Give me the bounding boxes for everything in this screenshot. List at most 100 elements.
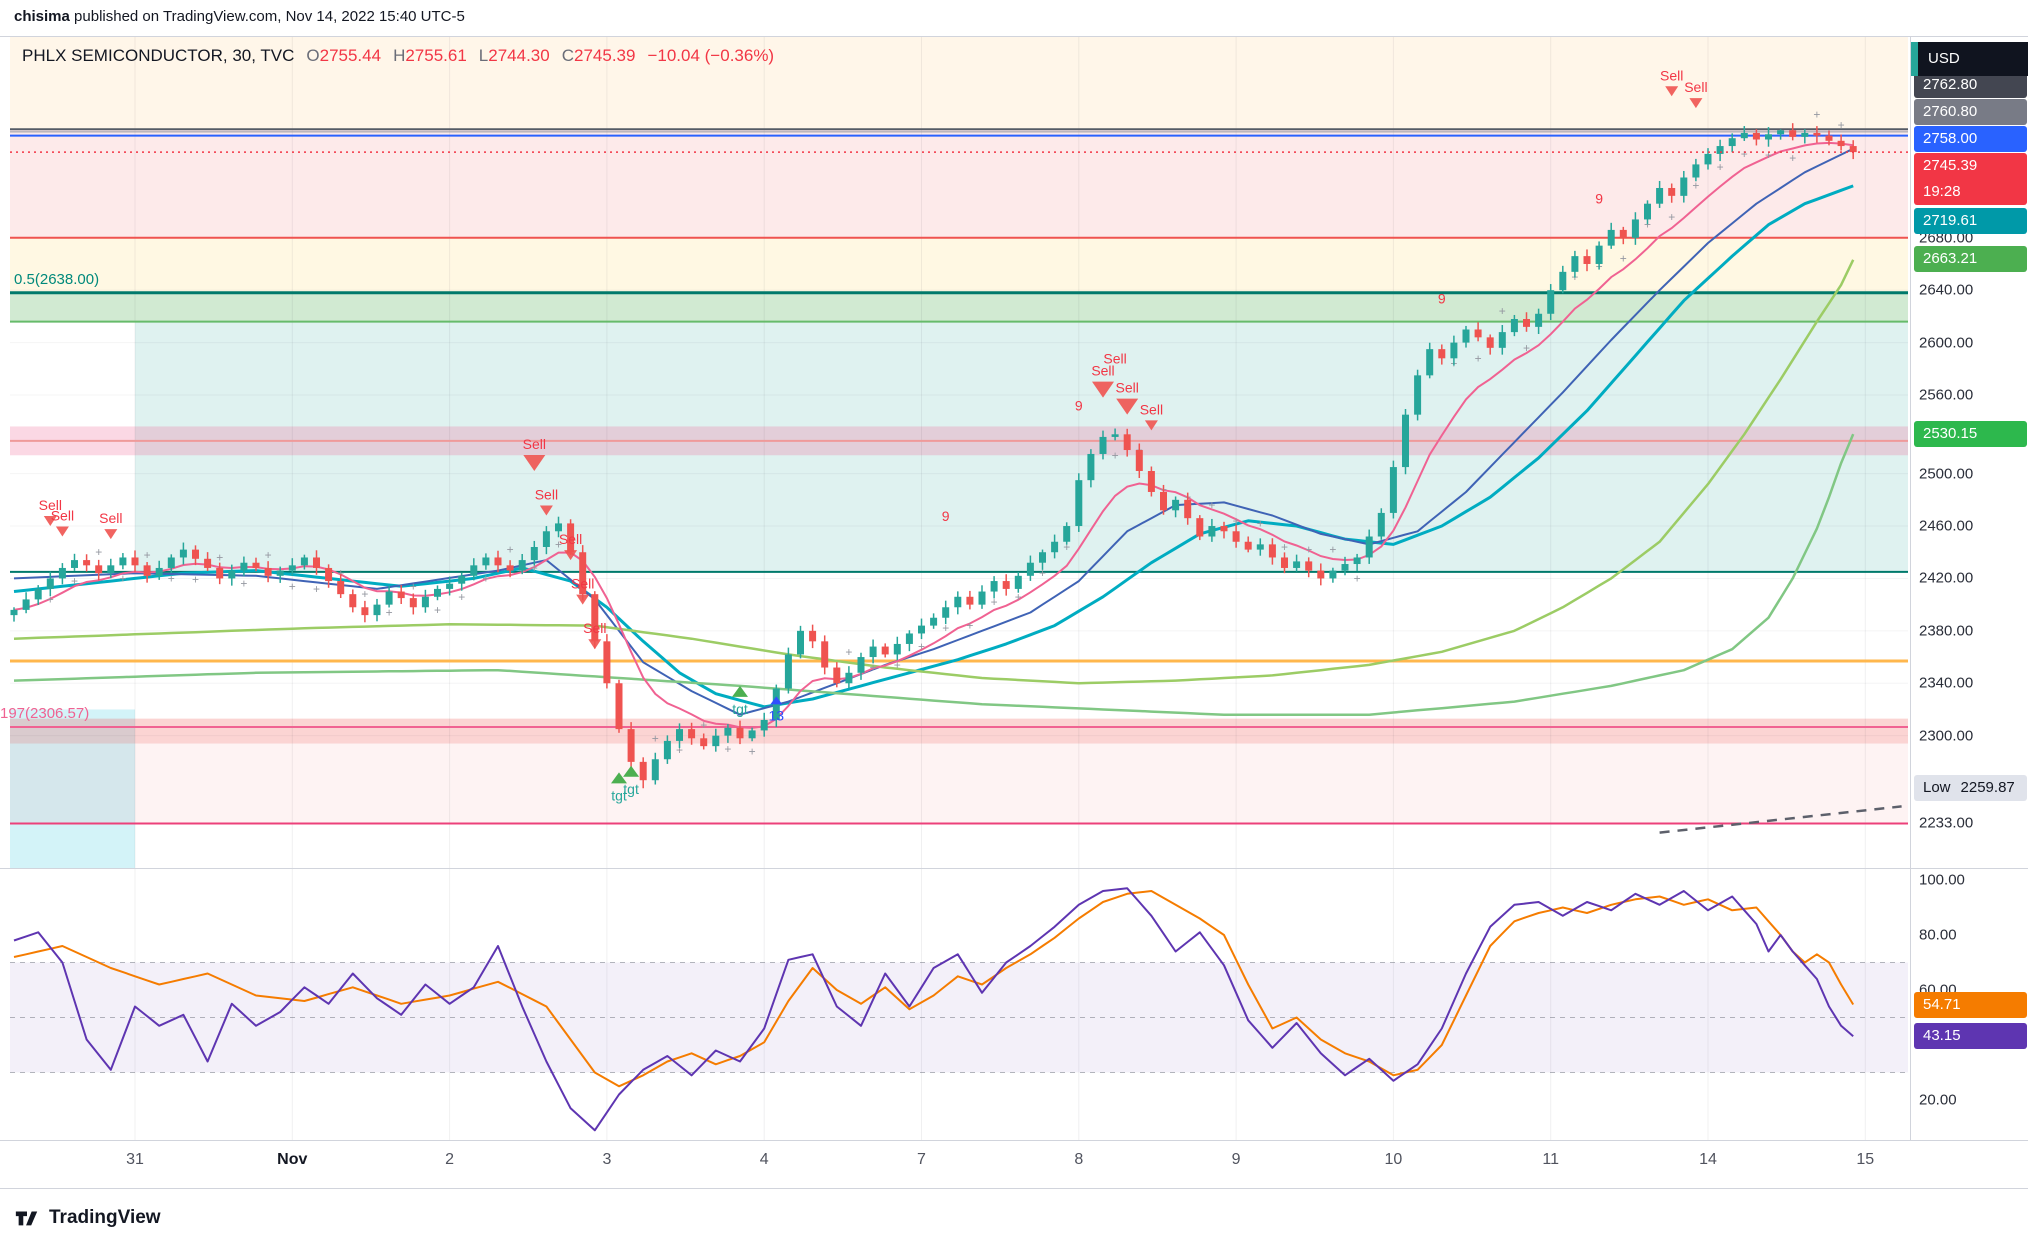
candle-body[interactable]: [470, 565, 478, 576]
candle-body[interactable]: [397, 591, 405, 599]
candle-body[interactable]: [845, 672, 853, 684]
candle-body[interactable]: [1789, 130, 1797, 137]
candle-body[interactable]: [1135, 450, 1143, 471]
candle-body[interactable]: [10, 609, 18, 616]
candle-body[interactable]: [1777, 130, 1785, 135]
candle-body[interactable]: [1293, 561, 1301, 568]
candle-body[interactable]: [1111, 434, 1119, 437]
candle-body[interactable]: [22, 599, 30, 610]
candle-body[interactable]: [1087, 453, 1095, 481]
candle-body[interactable]: [1123, 434, 1131, 451]
candle-body[interactable]: [95, 565, 103, 574]
candle-body[interactable]: [918, 625, 925, 634]
candle-body[interactable]: [1160, 491, 1167, 511]
candle-body[interactable]: [204, 558, 212, 568]
candle-body[interactable]: [1256, 544, 1264, 550]
candle-body[interactable]: [155, 567, 163, 576]
candle-body[interactable]: [893, 643, 901, 655]
candle-body[interactable]: [1353, 557, 1361, 565]
candle-body[interactable]: [663, 740, 671, 760]
candle-body[interactable]: [1075, 480, 1083, 527]
candle-body[interactable]: [760, 719, 768, 731]
currency-label[interactable]: USD: [1911, 42, 2028, 76]
candle-body[interactable]: [1631, 219, 1639, 238]
candle-body[interactable]: [1172, 499, 1180, 511]
candle-body[interactable]: [1341, 564, 1349, 571]
candle-body[interactable]: [264, 567, 272, 576]
candle-body[interactable]: [1220, 526, 1228, 532]
candle-body[interactable]: [313, 557, 320, 568]
candle-body[interactable]: [1026, 562, 1034, 576]
candle-body[interactable]: [1571, 256, 1579, 272]
candle-body[interactable]: [700, 738, 708, 747]
candle-body[interactable]: [1595, 245, 1603, 264]
candle-body[interactable]: [748, 730, 756, 739]
candle-body[interactable]: [1039, 552, 1046, 563]
candle-body[interactable]: [1365, 536, 1373, 558]
candle-body[interactable]: [797, 630, 804, 655]
candle-body[interactable]: [361, 607, 369, 616]
candle-body[interactable]: [494, 557, 502, 566]
candle-body[interactable]: [1268, 544, 1276, 558]
candle-body[interactable]: [966, 596, 974, 605]
candle-body[interactable]: [1317, 570, 1325, 579]
candle-body[interactable]: [1837, 140, 1845, 147]
candle-body[interactable]: [131, 557, 139, 566]
candle-body[interactable]: [1051, 541, 1059, 553]
candle-body[interactable]: [252, 562, 260, 568]
candle-body[interactable]: [1147, 470, 1155, 492]
candle-body[interactable]: [1305, 561, 1313, 571]
candle-body[interactable]: [1668, 187, 1676, 196]
candle-body[interactable]: [446, 583, 454, 589]
candle-body[interactable]: [676, 729, 683, 741]
candle-body[interactable]: [1184, 499, 1192, 519]
pane-separator[interactable]: [0, 868, 2028, 869]
candle-body[interactable]: [1462, 329, 1470, 343]
candle-body[interactable]: [990, 581, 998, 592]
candle-body[interactable]: [1801, 132, 1809, 137]
candle-body[interactable]: [809, 630, 817, 642]
time-axis[interactable]: 31 Nov 2 3 4 7 8 9 10 11 14 15: [0, 1140, 2028, 1189]
candle-body[interactable]: [46, 578, 54, 589]
candle-body[interactable]: [1232, 531, 1240, 542]
candle-body[interactable]: [542, 531, 550, 547]
candle-body[interactable]: [1208, 526, 1216, 537]
candle-body[interactable]: [1740, 132, 1748, 139]
candle-body[interactable]: [1414, 375, 1422, 415]
candle-body[interactable]: [1498, 332, 1506, 348]
candle-body[interactable]: [603, 641, 611, 684]
candle-body[interactable]: [58, 567, 66, 579]
candle-body[interactable]: [639, 761, 647, 781]
candle-body[interactable]: [434, 588, 441, 597]
candle-body[interactable]: [833, 667, 841, 684]
candle-body[interactable]: [821, 641, 829, 668]
candle-body[interactable]: [107, 565, 115, 574]
candle-body[interactable]: [167, 557, 175, 568]
candle-body[interactable]: [1329, 570, 1337, 579]
candle-body[interactable]: [712, 735, 720, 747]
candle-body[interactable]: [905, 633, 913, 644]
candle-body[interactable]: [1523, 319, 1530, 327]
candle-body[interactable]: [784, 654, 792, 689]
candle-body[interactable]: [216, 567, 224, 579]
candle-body[interactable]: [385, 591, 393, 605]
candle-body[interactable]: [1765, 134, 1772, 140]
candle-body[interactable]: [1692, 164, 1700, 178]
candle-body[interactable]: [954, 596, 962, 608]
candle-body[interactable]: [555, 523, 562, 532]
candle-body[interactable]: [1510, 319, 1518, 333]
candle-body[interactable]: [1607, 229, 1615, 246]
candle-body[interactable]: [373, 604, 381, 616]
candle-body[interactable]: [518, 560, 526, 571]
candle-body[interactable]: [1704, 153, 1712, 165]
candle-body[interactable]: [688, 729, 696, 739]
dashed-trendline[interactable]: [1659, 805, 1902, 834]
candle-body[interactable]: [1014, 575, 1022, 589]
symbol-legend[interactable]: PHLX SEMICONDUCTOR, 30, TVC O2755.44 H2755…: [22, 46, 774, 66]
candle-body[interactable]: [1402, 414, 1409, 468]
candle-body[interactable]: [1099, 436, 1107, 454]
candle-body[interactable]: [1825, 135, 1833, 141]
candle-body[interactable]: [1716, 146, 1724, 154]
candle-body[interactable]: [1583, 256, 1591, 264]
candle-body[interactable]: [143, 565, 151, 576]
